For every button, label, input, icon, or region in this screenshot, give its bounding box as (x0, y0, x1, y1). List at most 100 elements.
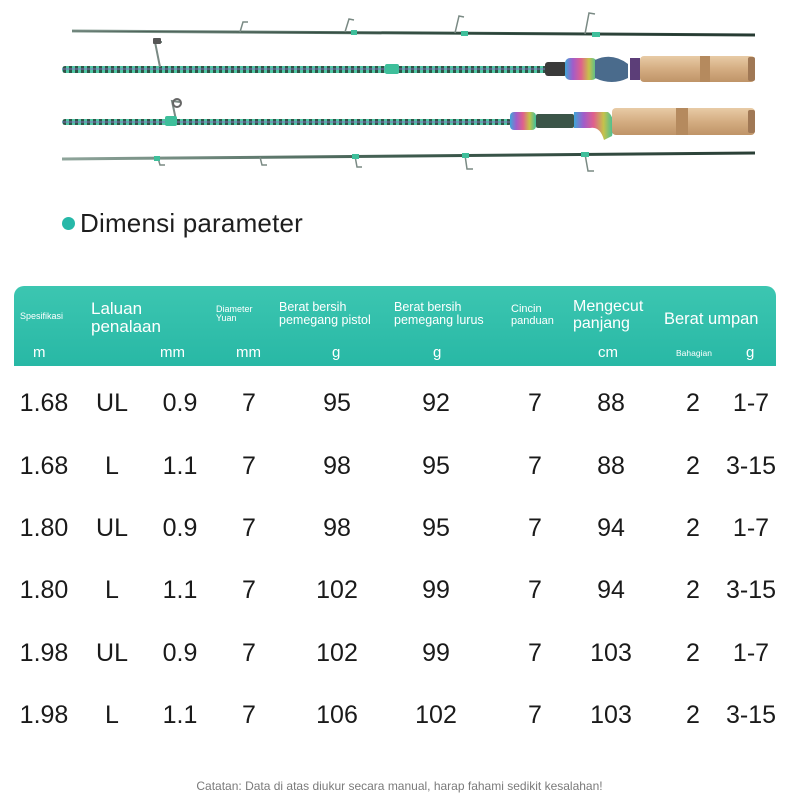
header-berat-pistol-line2: pemegang pistol (279, 313, 371, 328)
table-row: 1.98 UL 0.9 7 102 99 7 103 2 1-7 (0, 639, 799, 679)
unit-berat-lurus: g (433, 344, 442, 361)
header-laluan: Laluan penalaan (91, 300, 161, 336)
cell-laluan: L (105, 576, 119, 604)
header-diameter-line2: Yuan (216, 313, 237, 324)
cell-berat-pistol: 95 (323, 389, 351, 417)
cell-berat-pistol: 98 (323, 452, 351, 480)
cell-mengecut: 103 (590, 639, 632, 667)
header-mengecut-line2: panjang (573, 314, 630, 332)
header-berat-umpan: Berat umpan (664, 310, 759, 328)
cell-cincin: 7 (528, 452, 542, 480)
cell-berat-lurus: 92 (422, 389, 450, 417)
section-title-text: Dimensi parameter (80, 208, 304, 238)
cell-mengecut: 88 (597, 452, 625, 480)
unit-laluan: mm (160, 344, 185, 361)
cell-bahagian: 2 (686, 576, 700, 604)
unit-spesifikasi: m (33, 344, 46, 361)
cell-laluan: UL (96, 389, 128, 417)
cell-diameter: 7 (242, 639, 256, 667)
header-berat-lurus-line2: pemegang lurus (394, 313, 484, 328)
cell-spesifikasi: 1.68 (19, 389, 69, 417)
cell-diameter: 7 (242, 452, 256, 480)
cell-spesifikasi: 1.98 (19, 701, 69, 729)
rod-tip-section-1 (71, 12, 756, 37)
spec-table-header: Spesifikasi Laluan penalaan Diameter Yua… (14, 286, 776, 366)
cell-laluan: L (105, 701, 119, 729)
table-row: 1.80 L 1.1 7 102 99 7 94 2 3-15 (0, 576, 799, 616)
unit-berat-pistol: g (332, 344, 341, 361)
cell-spesifikasi: 1.68 (19, 452, 69, 480)
cell-diameter: 7 (242, 389, 256, 417)
cell-berat-umpan: 1-7 (732, 514, 770, 542)
cell-berat-lurus: 95 (422, 452, 450, 480)
header-diameter-line1: Diameter (216, 304, 253, 314)
cell-berat-pistol: 102 (316, 639, 358, 667)
cell-mengecut: 88 (597, 389, 625, 417)
cell-mengecut: 103 (590, 701, 632, 729)
cell-berat-umpan: 1-7 (732, 639, 770, 667)
rod-tip-section-2 (61, 151, 756, 172)
cell-spesifikasi: 1.80 (19, 576, 69, 604)
cell-laluan-mm: 0.9 (162, 514, 198, 542)
fishing-rods-illustration (61, 12, 756, 172)
cell-diameter: 7 (242, 514, 256, 542)
cell-laluan-mm: 1.1 (162, 452, 198, 480)
cell-berat-umpan: 3-15 (725, 576, 777, 604)
cell-laluan: UL (96, 639, 128, 667)
header-mengecut: Mengecut panjang (573, 298, 644, 333)
cell-bahagian: 2 (686, 514, 700, 542)
unit-berat-umpan: g (746, 344, 755, 361)
cell-mengecut: 94 (597, 514, 625, 542)
cell-berat-umpan: 1-7 (732, 389, 770, 417)
cell-laluan-mm: 0.9 (162, 639, 198, 667)
header-cincin-line2: panduan (511, 314, 554, 327)
cell-bahagian: 2 (686, 639, 700, 667)
cell-berat-umpan: 3-15 (725, 701, 777, 729)
header-diameter: Diameter Yuan (216, 304, 253, 324)
table-row: 1.68 UL 0.9 7 95 92 7 88 2 1-7 (0, 389, 799, 429)
cell-diameter: 7 (242, 576, 256, 604)
cell-laluan-mm: 1.1 (162, 576, 198, 604)
cell-berat-umpan: 3-15 (725, 452, 777, 480)
header-berat-pistol-line1: Berat bersih (279, 300, 347, 314)
header-laluan-line2: penalaan (91, 316, 161, 336)
table-row: 1.80 UL 0.9 7 98 95 7 94 2 1-7 (0, 514, 799, 554)
cell-laluan-mm: 0.9 (162, 389, 198, 417)
cell-mengecut: 94 (597, 576, 625, 604)
cell-cincin: 7 (528, 514, 542, 542)
cell-diameter: 7 (242, 701, 256, 729)
unit-bahagian: Bahagian (676, 348, 712, 358)
cell-berat-pistol: 102 (316, 576, 358, 604)
cell-berat-pistol: 98 (323, 514, 351, 542)
header-spesifikasi: Spesifikasi (20, 311, 64, 321)
cell-laluan: L (105, 452, 119, 480)
cell-berat-lurus: 99 (422, 576, 450, 604)
header-berat-lurus: Berat bersih pemegang lurus (394, 300, 484, 328)
cell-berat-lurus: 95 (422, 514, 450, 542)
table-row: 1.68 L 1.1 7 98 95 7 88 2 3-15 (0, 452, 799, 492)
cell-cincin: 7 (528, 389, 542, 417)
bullet-dot-icon (62, 217, 75, 230)
footnote: Catatan: Data di atas diukur secara manu… (196, 779, 603, 793)
cell-spesifikasi: 1.98 (19, 639, 69, 667)
cell-cincin: 7 (528, 639, 542, 667)
rod-spinning (62, 38, 755, 82)
unit-mengecut: cm (598, 344, 618, 361)
rod-casting (62, 98, 755, 140)
header-berat-lurus-line1: Berat bersih (394, 300, 462, 314)
cell-berat-lurus: 99 (422, 639, 450, 667)
header-laluan-line1: Laluan (91, 299, 143, 318)
cell-bahagian: 2 (686, 701, 700, 729)
cell-laluan-mm: 1.1 (162, 701, 198, 729)
cell-berat-pistol: 106 (316, 701, 358, 729)
cell-cincin: 7 (528, 576, 542, 604)
section-title: Dimensi parameter (62, 208, 303, 239)
cell-cincin: 7 (528, 701, 542, 729)
cell-berat-lurus: 102 (415, 701, 457, 729)
header-berat-pistol: Berat bersih pemegang pistol (279, 300, 371, 328)
cell-spesifikasi: 1.80 (19, 514, 69, 542)
table-row: 1.98 L 1.1 7 106 102 7 103 2 3-15 (0, 701, 799, 741)
header-mengecut-line1: Mengecut (573, 298, 644, 315)
cell-laluan: UL (96, 514, 128, 542)
header-cincin: Cincin panduan (511, 303, 554, 327)
